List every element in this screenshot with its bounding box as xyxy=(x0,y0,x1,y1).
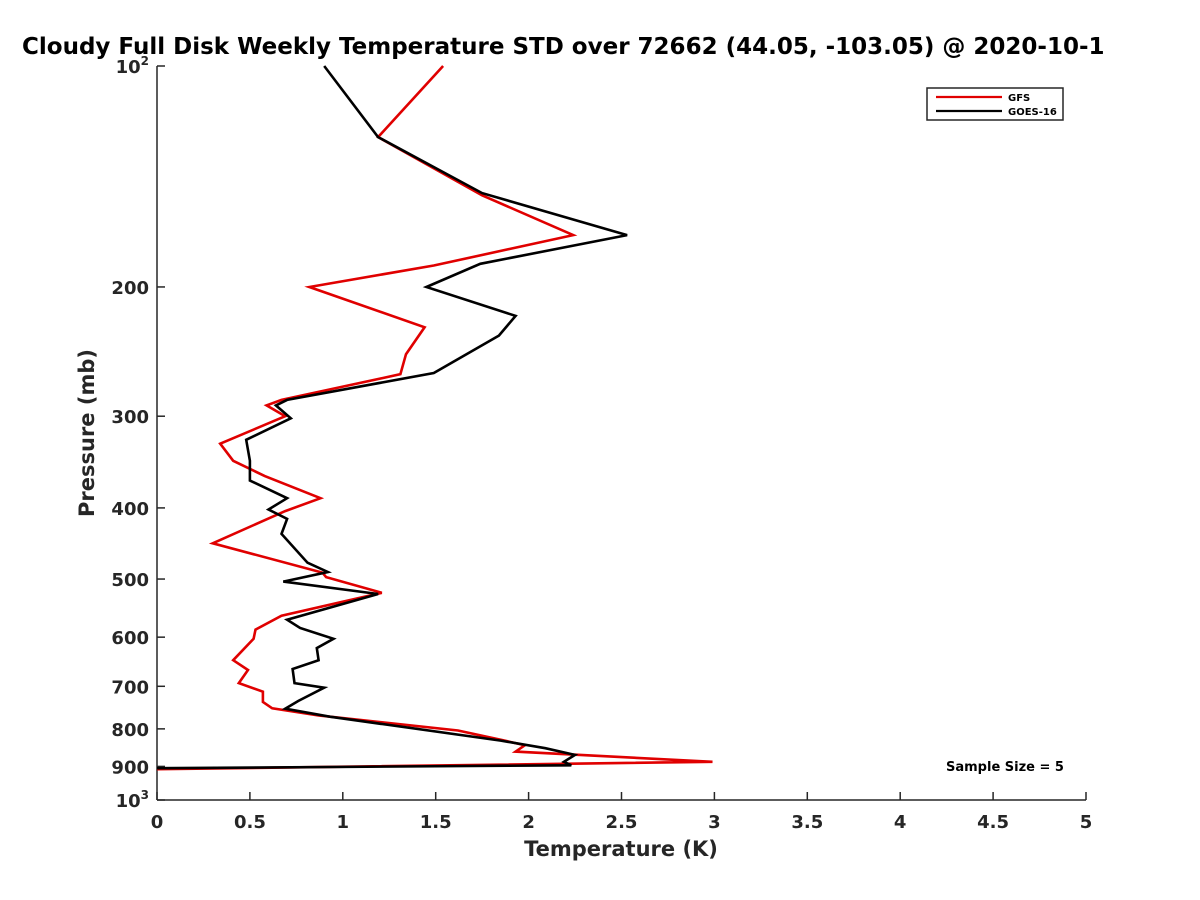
y-tick-label: 103 xyxy=(116,788,149,812)
series-layer xyxy=(156,65,713,771)
x-tick-label: 3 xyxy=(708,812,721,833)
y-tick-label: 500 xyxy=(111,570,149,591)
x-tick-label: 5 xyxy=(1080,812,1093,833)
y-tick-label: 800 xyxy=(111,720,149,741)
series-line-gfs xyxy=(156,65,713,771)
x-axis-label: Temperature (K) xyxy=(524,837,718,861)
y-tick-label: 900 xyxy=(111,757,149,778)
x-tick-label: 4.5 xyxy=(977,812,1009,833)
x-tick-label: 2 xyxy=(522,812,535,833)
legend-label-gfs: GFS xyxy=(1008,93,1030,104)
y-tick-label: 600 xyxy=(111,628,149,649)
series-line-goes16 xyxy=(156,65,628,770)
y-axis-label: Pressure (mb) xyxy=(75,349,99,517)
legend-box xyxy=(926,87,1064,121)
x-tick-label: 0.5 xyxy=(234,812,266,833)
x-tick-label: 4 xyxy=(894,812,907,833)
y-tick-label: 200 xyxy=(111,278,149,299)
y-ticks: 102 200 300 400 500 600 700 800 900 103 xyxy=(111,54,165,812)
x-tick-label: 3.5 xyxy=(791,812,823,833)
x-tick-label: 1.5 xyxy=(420,812,452,833)
x-tick-label: 0 xyxy=(151,812,164,833)
y-tick-label: 400 xyxy=(111,499,149,520)
plot-area: 0 0.5 1 1.5 2 2.5 3 3.5 4 4.5 5 102 200 300 400 500 600… xyxy=(111,54,1092,833)
legend: GFS GOES-16 xyxy=(926,87,1064,121)
legend-label-goes16: GOES-16 xyxy=(1008,107,1057,118)
x-tick-label: 1 xyxy=(337,812,350,833)
x-tick-label: 2.5 xyxy=(606,812,638,833)
y-tick-label: 300 xyxy=(111,407,149,428)
x-ticks: 0 0.5 1 1.5 2 2.5 3 3.5 4 4.5 5 xyxy=(151,792,1093,833)
y-tick-label: 700 xyxy=(111,677,149,698)
chart-title: Cloudy Full Disk Weekly Temperature STD … xyxy=(22,34,1105,60)
y-tick-label: 102 xyxy=(116,54,149,78)
sample-size-annotation: Sample Size = 5 xyxy=(946,760,1064,775)
